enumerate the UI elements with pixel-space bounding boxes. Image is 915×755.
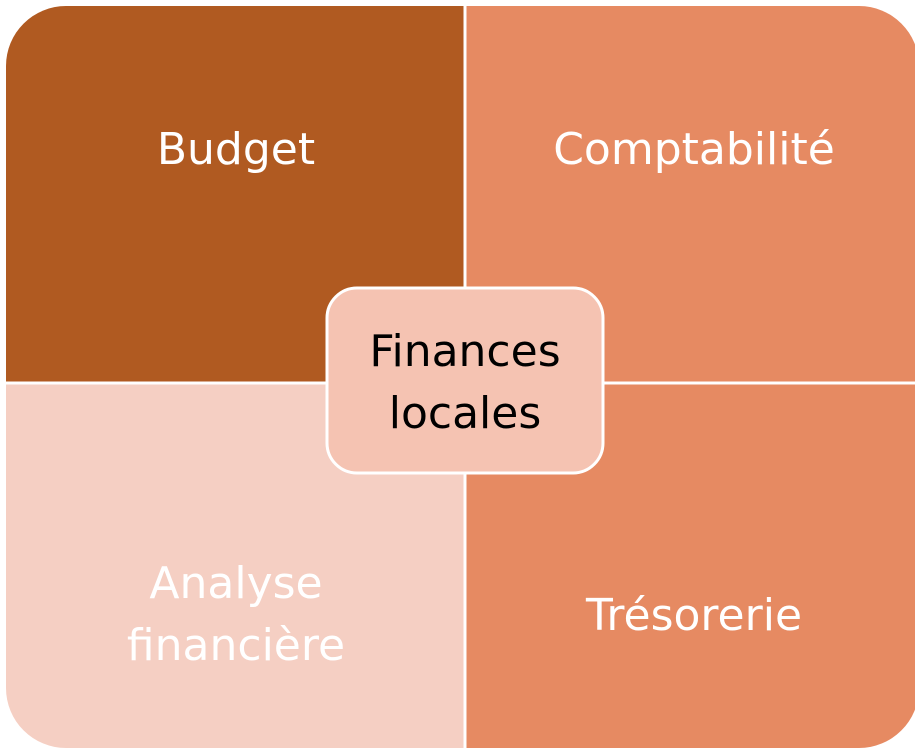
node-label: Analyse financière [127, 558, 345, 671]
node-label: Comptabilité [553, 124, 835, 175]
node-label: Trésorerie [585, 590, 802, 641]
center-label: Finances locales [369, 326, 560, 439]
node-label: Budget [157, 124, 315, 175]
center-box [325, 286, 605, 475]
